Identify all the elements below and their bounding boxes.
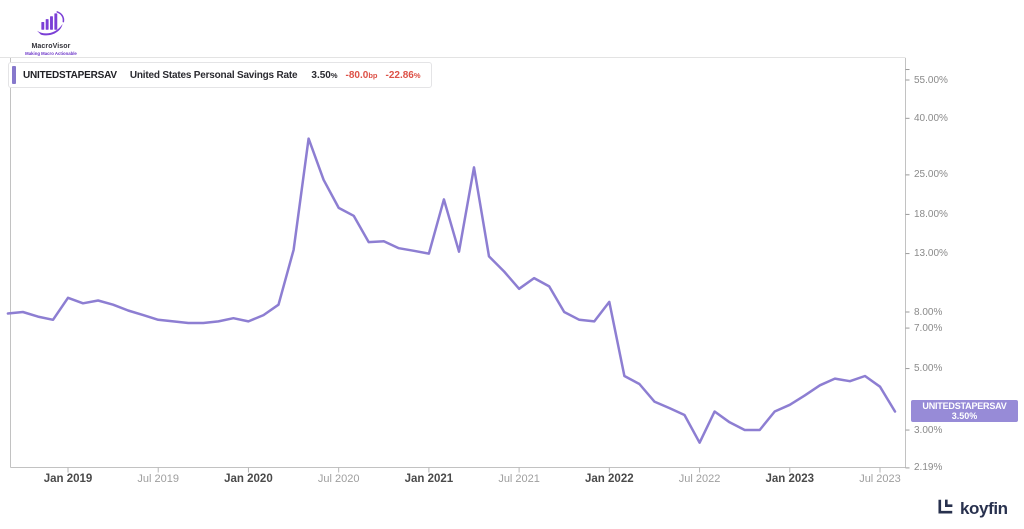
y-axis-tick-label: 25.00% [914,169,948,181]
y-axis-tick-label: 8.00% [914,306,943,318]
macrovisor-logo-text: MacroVisor [31,43,71,50]
legend-bar[interactable]: UNITEDSTAPERSAV United States Personal S… [8,62,432,88]
legend-ticker: UNITEDSTAPERSAV [23,69,117,81]
y-axis-tick-label: 3.00% [914,424,943,436]
x-axis-tick-label: Jan 2023 [765,473,815,485]
macrovisor-logo: MacroVisor Making Macro Actionable [16,10,86,56]
y-axis-tick-label: 13.00% [914,248,948,260]
legend-last-value: 3.50% [311,69,338,81]
chart-plot-area[interactable] [10,58,906,468]
y-axis-tick-label: 55.00% [914,74,948,86]
legend-series-name: United States Personal Savings Rate [129,69,298,81]
x-axis-tick-label: Jan 2020 [224,473,273,485]
koyfin-watermark: koyfin [933,498,1008,519]
legend-change-bp-unit: bp [368,70,378,80]
y-axis-tick-label: 2.19% [914,462,943,474]
last-price-badge: UNITEDSTAPERSAV 3.50% [911,400,1018,423]
macrovisor-tagline: Making Macro Actionable [25,51,77,56]
legend-change-pct: -22.86% [385,69,421,81]
legend-change-pct-unit: % [413,70,421,80]
x-axis-tick-label: Jan 2019 [43,473,93,485]
y-axis-tick-label: 7.00% [914,322,943,334]
y-axis-tick-label: 18.00% [914,208,948,220]
y-axis-tick-label: 40.00% [914,112,948,124]
koyfin-logo-icon [938,499,953,514]
last-price-badge-value: 3.50% [951,411,978,422]
y-axis-tick-label: 5.00% [914,363,943,375]
x-axis-tick-label: Jan 2021 [404,473,454,485]
x-axis-tick-label: Jan 2022 [585,473,634,485]
x-axis-tick-label: Jul 2020 [317,473,360,485]
x-axis-tick-label: Jul 2023 [859,473,901,485]
koyfin-logo-text: koyfin [960,498,1008,518]
last-price-badge-ticker: UNITEDSTAPERSAV [922,401,1007,412]
x-axis-tick-label: Jul 2019 [137,473,180,485]
legend-last-value-unit: % [330,70,338,80]
legend-change-bp: -80.0bp [345,69,378,81]
macrovisor-logo-icon [37,11,65,36]
x-axis-tick-label: Jul 2021 [498,473,540,485]
x-axis-tick-label: Jul 2022 [678,473,721,485]
legend-accent-bar [12,66,16,84]
